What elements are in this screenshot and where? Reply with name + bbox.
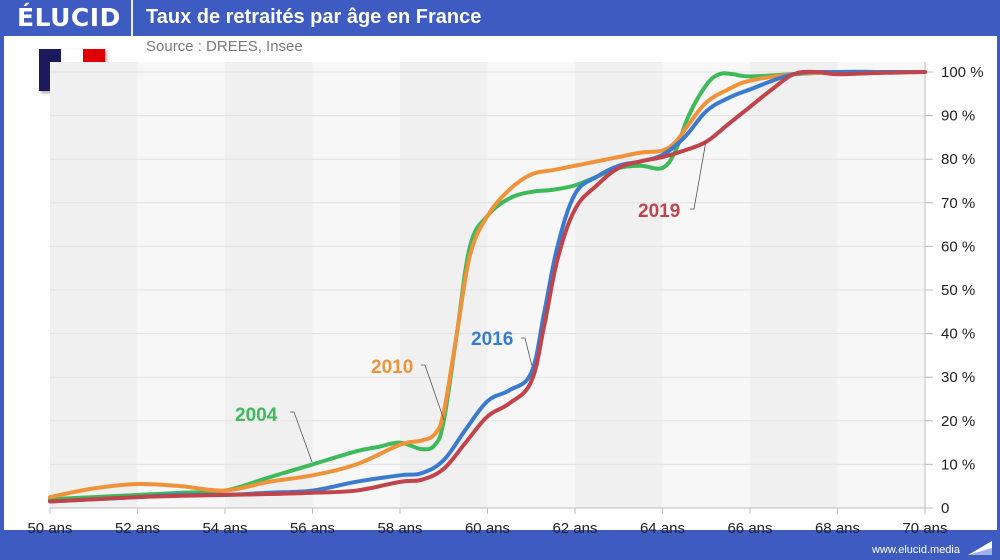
y-tick-label: 10 % — [941, 456, 975, 473]
y-tick-label: 70 % — [941, 195, 975, 212]
series-label-2016: 2016 — [471, 329, 513, 350]
background-band — [575, 62, 663, 508]
background-band — [225, 62, 313, 508]
series-labels: 2004 2010 2016 2019 — [235, 140, 707, 463]
series-label-2010: 2010 — [371, 357, 413, 378]
background-band — [487, 62, 575, 508]
elucid-mark-icon — [968, 541, 992, 555]
elucid-logo: ÉLUCID — [17, 3, 121, 32]
series-line-2010 — [48, 69, 927, 500]
leader-line-2004 — [290, 411, 313, 463]
x-tick-label: 68 ans — [815, 520, 860, 537]
y-tick-label: 40 % — [941, 326, 975, 343]
y-tick-label: 30 % — [941, 369, 975, 386]
background-band — [750, 62, 838, 508]
y-tick-label: 50 % — [941, 282, 975, 299]
y-tick-label: 60 % — [941, 238, 975, 255]
x-tick-label: 64 ans — [640, 520, 685, 537]
background-band — [837, 62, 925, 508]
x-tick-label: 70 ans — [902, 520, 947, 537]
background-band — [137, 62, 225, 508]
background-band — [662, 62, 750, 508]
background-band — [312, 62, 400, 508]
y-tick-label: 100 % — [941, 64, 984, 81]
header-bar: ÉLUCID Taux de retraités par âge en Fran… — [0, 0, 1000, 36]
x-tick-label: 66 ans — [727, 520, 772, 537]
y-tick-label: 0 — [941, 500, 949, 517]
leader-line-2010 — [421, 364, 445, 421]
y-tick-label: 20 % — [941, 413, 975, 430]
x-tick-label: 52 ans — [115, 520, 160, 537]
header-divider — [131, 0, 133, 36]
leader-line-2016 — [521, 337, 533, 367]
leader-line-2019 — [690, 140, 707, 210]
chart-source: Source : DREES, Insee — [146, 38, 303, 55]
y-tick-label: 80 % — [941, 151, 975, 168]
x-tick-label: 62 ans — [552, 520, 597, 537]
x-tick-label: 54 ans — [202, 520, 247, 537]
background-bands — [50, 62, 925, 508]
background-band — [50, 62, 138, 508]
series-lines — [48, 69, 927, 504]
x-tick-label: 50 ans — [27, 520, 72, 537]
footer-url[interactable]: www.elucid.media — [871, 544, 960, 556]
series-label-2019: 2019 — [638, 201, 680, 222]
axes: 50 ans 52 ans 54 ans 56 ans 58 ans 60 ans 62 a… — [27, 62, 984, 537]
series-line-2004 — [48, 69, 927, 502]
x-tick-label: 60 ans — [465, 520, 510, 537]
series-line-2019 — [48, 69, 927, 504]
series-label-2004: 2004 — [235, 405, 278, 426]
x-tick-label: 56 ans — [290, 520, 335, 537]
y-tick-label: 90 % — [941, 108, 975, 125]
page-title: Taux de retraités par âge en France — [146, 6, 482, 28]
x-tick-label: 58 ans — [377, 520, 422, 537]
